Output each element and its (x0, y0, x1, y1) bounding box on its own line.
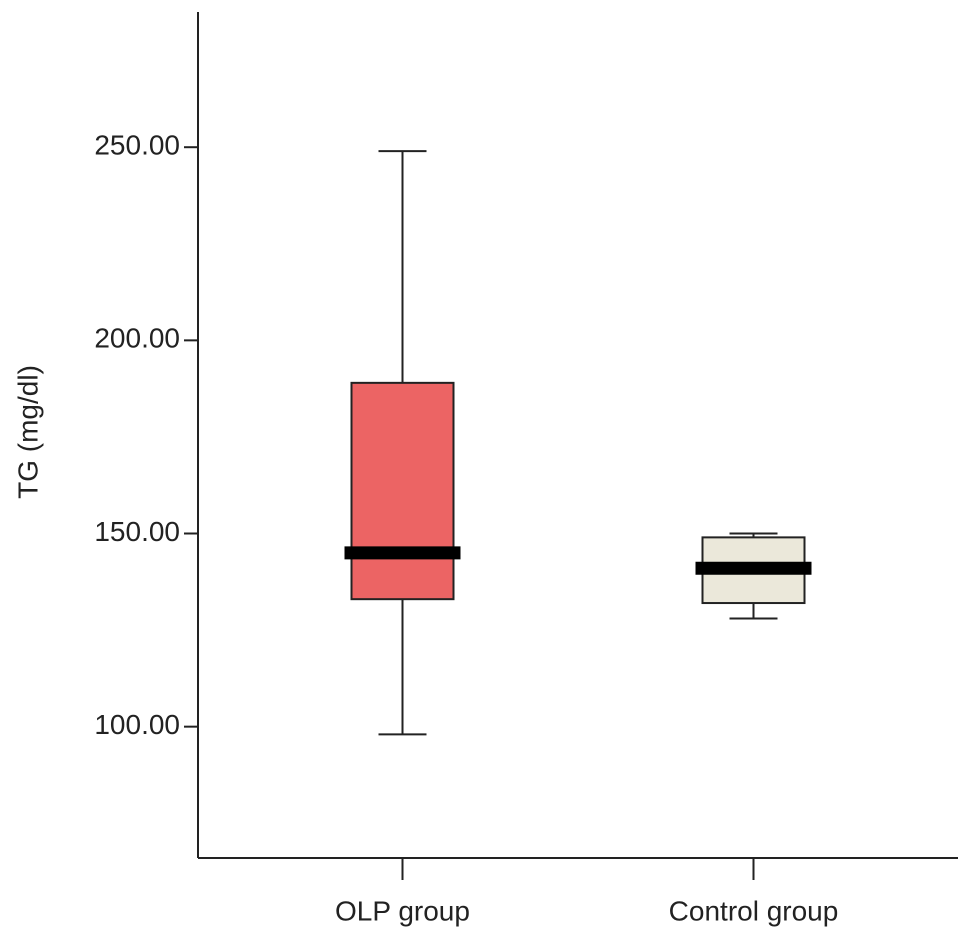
box (350, 381, 455, 601)
y-tick-label: 200.00 (94, 323, 180, 354)
x-tick-label: OLP group (335, 895, 470, 926)
y-tick-label: 100.00 (94, 709, 180, 740)
x-tick-label: Control group (669, 895, 839, 926)
y-axis-label: TG (mg/dl) (12, 365, 43, 499)
y-tick-label: 250.00 (94, 130, 180, 161)
y-tick-label: 150.00 (94, 516, 180, 547)
